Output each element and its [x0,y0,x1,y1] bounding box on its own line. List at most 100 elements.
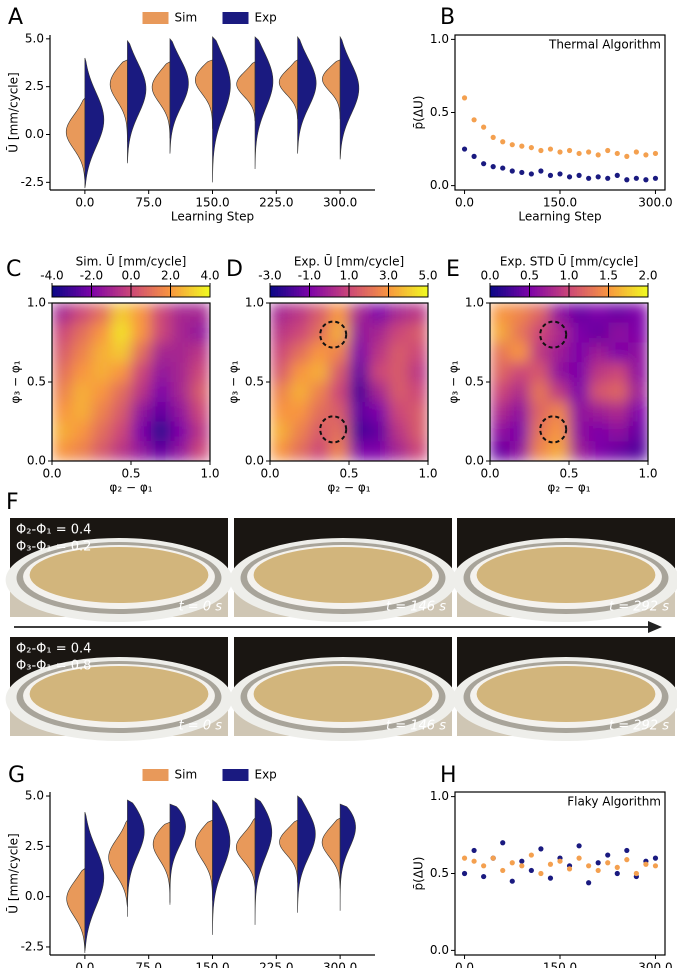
colorbar-segment [312,286,316,297]
heatmap-cell [329,382,350,403]
colorbar-segment [414,286,418,297]
heatmap-cell [270,303,291,324]
x-tick-label: 150.0 [195,961,229,969]
colorbar-segment [146,286,150,297]
heatmap-cell [270,322,291,343]
colorbar-segment [199,286,203,297]
colorbar-segment [508,286,512,297]
x-tick-label: 225.0 [259,961,293,969]
scatter-point [528,171,534,177]
colorbar-segment [393,286,397,297]
heatmap-cell [190,441,210,461]
colorbar-segment [314,286,318,297]
colorbar-tick-label: 2.0 [638,269,657,283]
heatmap-cell [91,342,112,363]
violin-half [321,817,341,889]
legend-swatch [222,769,249,781]
x-axis-label: Learning Step [518,210,601,224]
colorbar-segment [590,286,594,297]
colorbar-segment [608,286,612,297]
scatter-point [519,143,525,149]
scatter-point [624,177,630,183]
colorbar-segment [422,286,426,297]
colorbar-segment [576,286,581,297]
heatmap-cell [388,342,409,363]
colorbar-segment [175,286,179,297]
x-tick-label: 0.0 [455,961,474,969]
heatmap-cell [52,441,73,461]
colorbar-segment [194,286,198,297]
heatmap-cell [509,303,530,324]
heatmap-cell [388,401,409,422]
y-tick-label: 0.5 [465,375,484,389]
colorbar-segment [425,286,429,297]
x-tick-label: 225.0 [259,196,293,210]
violin-half [127,799,145,917]
colorbar-tick-label: -2.0 [80,269,103,283]
x-tick-label: 0.5 [559,467,578,481]
violin-half [254,36,274,169]
photo-time: t = 292 s [609,719,669,734]
colorbar-segment [202,286,206,297]
colorbar-segment [356,286,361,297]
colorbar-segment [569,286,573,297]
scatter-point [595,867,601,874]
scatter-point [481,161,487,167]
colorbar-segment [537,286,541,297]
scatter-point [528,867,534,874]
scatter-point [576,150,582,157]
heatmap-cell [131,303,152,324]
colorbar-segment [346,286,350,297]
colorbar-segment [534,286,538,297]
violin-half [212,36,231,183]
heatmap-cell [289,322,310,343]
photo-time: t = 146 s [386,600,446,615]
colorbar-segment [322,286,326,297]
heatmap-cell [131,441,152,461]
violin-half [297,795,316,913]
colorbar-segment [283,286,287,297]
colorbar-segment [532,286,536,297]
heatmap-cell [509,322,530,343]
colorbar-segment [492,286,496,297]
heatmap-cell [368,362,389,383]
colorbar-segment [540,286,544,297]
colorbar-segment [59,286,64,297]
scatter-point [461,870,468,877]
heatmap-cell [190,303,210,324]
y-tick-label: 0.0 [25,889,44,903]
colorbar-segment [503,286,507,297]
colorbar-segment [178,286,182,297]
colorbar-segment [513,286,517,297]
photo-caption: Φ₃-Φ₁ = 0.2 [16,540,91,555]
legend-label: Sim [175,11,198,25]
heatmap-cell [111,303,132,324]
x-tick-label: 0.0 [42,467,61,481]
heatmap-cell [569,382,590,403]
heatmap-cell [289,362,310,383]
heatmap-cell [349,421,370,442]
scatter-point [490,164,496,170]
violin-half [109,59,128,143]
scatter-point [500,139,506,145]
violin-half [279,819,298,883]
colorbar-segment [521,286,525,297]
photo-time: t = 0 s [179,719,223,734]
scatter-point [547,172,554,178]
panel-letter: G [8,763,25,788]
colorbar-segment [88,286,92,297]
y-axis-label: Ū [mm/cycle] [7,833,21,913]
y-tick-label: 5.0 [25,31,44,45]
colorbar-segment [133,286,137,297]
heatmap-cell [309,342,330,363]
heatmap-cell [608,421,629,442]
x-axis-label: φ₂ − φ₁ [327,481,370,495]
y-tick-label: 0.5 [430,105,449,119]
colorbar-segment [516,286,520,297]
heatmap-cell [150,401,171,422]
scatter-point [557,858,563,864]
scatter-point [576,855,582,861]
y-tick-label: 0.5 [27,375,46,389]
heatmap-cell [111,421,132,442]
heatmap-cell [150,421,171,442]
